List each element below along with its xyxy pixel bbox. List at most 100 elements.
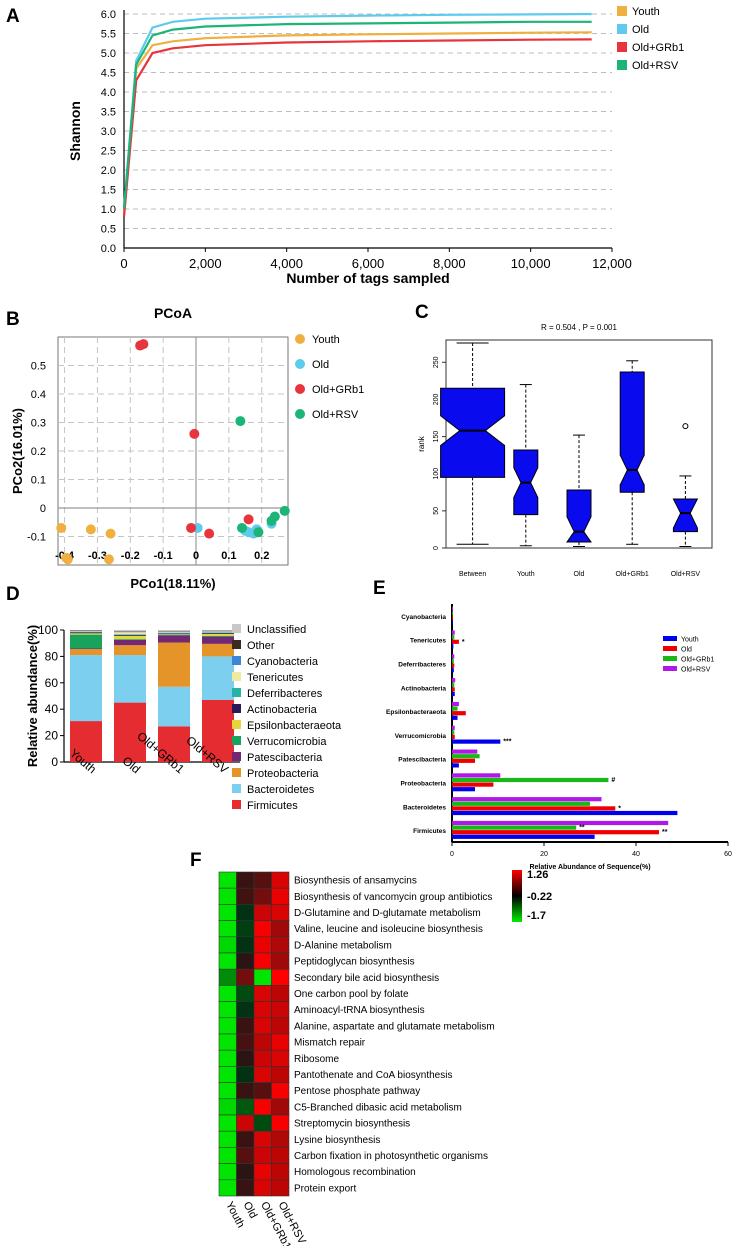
heatmap-cell-old-rsv	[272, 1164, 290, 1180]
y-tick-label: 2.5	[101, 146, 116, 158]
legend-label-proteobacteria: Proteobacteria	[247, 768, 319, 780]
bar-segment-proteobacteria	[114, 645, 146, 655]
bar-old-proteobacteria	[452, 783, 493, 787]
panel-letter-b: B	[6, 309, 20, 330]
legend-swatch-unclassified	[232, 624, 241, 633]
bar-old-rsv-proteobacteria	[452, 773, 500, 777]
heatmap-cell-old	[237, 1002, 255, 1018]
legend-swatch-old	[663, 646, 677, 651]
bar-segment-epsilonbacteraeota	[202, 634, 234, 636]
panel-letter-d: D	[6, 584, 20, 605]
heatmap-cell-old	[237, 1099, 255, 1115]
heatmap-cell-youth	[219, 1115, 237, 1131]
series-line-old-grb1	[124, 39, 592, 216]
bar-old-grb1-actinobacteria	[452, 683, 454, 687]
heatmap-cell-youth	[219, 1034, 237, 1050]
heatmap-cell-old-grb1	[254, 1083, 272, 1099]
row-label: D-Glutamine and D-glutamate metabolism	[294, 908, 481, 919]
heatmap-cell-old-grb1	[254, 1147, 272, 1163]
heatmap-cell-youth	[219, 985, 237, 1001]
bar-segment-other	[70, 630, 102, 631]
y-tick-label: 200	[433, 393, 440, 405]
bar-youth-actinobacteria	[452, 692, 455, 696]
x-tick-label: -0.2	[121, 550, 140, 562]
legend-swatch-tenericutes	[232, 672, 241, 681]
x-axis-title: PCo1(18.11%)	[130, 576, 215, 591]
row-label: Ribosome	[294, 1054, 339, 1065]
y-tick-label: 1.0	[101, 204, 116, 216]
bar-segment-patescibacteria	[158, 635, 190, 642]
row-label: One carbon pool by folate	[294, 989, 409, 1000]
point-youth	[56, 523, 66, 533]
significance-marker: ***	[503, 739, 511, 746]
legend-label-actinobacteria: Actinobacteria	[247, 704, 318, 716]
bar-segment-proteobacteria	[158, 643, 190, 687]
heatmap-cell-youth	[219, 1180, 237, 1196]
y-tick-label: 0.4	[31, 389, 46, 401]
heatmap-cell-old-grb1	[254, 921, 272, 937]
y-tick-label: 4.0	[101, 87, 116, 99]
series-line-old-rsv	[124, 22, 592, 209]
bar-old-grb1-deferribacteres	[452, 659, 454, 663]
heatmap-cell-youth	[219, 1050, 237, 1066]
row-label: Alanine, aspartate and glutamate metabol…	[294, 1021, 495, 1032]
legend-swatch-youth	[663, 636, 677, 641]
legend-swatch-old-rsv	[617, 60, 627, 70]
heatmap-cell-youth	[219, 969, 237, 985]
colorbar-label: -0.22	[527, 891, 552, 903]
y-tick-label: 40	[45, 702, 59, 716]
bar-old-rsv-verrucomicrobia	[452, 726, 455, 730]
bar-youth-tenericutes	[452, 644, 453, 648]
bar-segment-patescibacteria	[114, 640, 146, 645]
x-tick-label: 0.2	[254, 550, 269, 562]
heatmap-cell-old-grb1	[254, 1050, 272, 1066]
heatmap-cell-old	[237, 1034, 255, 1050]
legend-label-unclassified: Unclassified	[247, 624, 306, 636]
heatmap-cell-old-grb1	[254, 1018, 272, 1034]
series-line-youth	[124, 32, 592, 213]
legend-label-old-grb1: Old+GRb1	[312, 384, 364, 396]
y-tick-label: Verrucomicrobia	[395, 733, 447, 740]
legend-label-deferribacteres: Deferribacteres	[247, 688, 323, 700]
y-axis-title: Relative abundance(%)	[25, 625, 40, 767]
legend-swatch-old-rsv	[295, 409, 305, 419]
significance-marker: **	[579, 825, 585, 832]
point-youth	[104, 554, 114, 564]
legend-swatch-youth	[617, 6, 627, 16]
x-tick-label: 40	[632, 851, 640, 858]
bar-old-rsv-epsilonbacteraeota	[452, 702, 459, 706]
y-tick-label: 0.5	[101, 224, 116, 236]
chart-title: R = 0.504 , P = 0.001	[541, 323, 617, 332]
x-tick-label: 0	[450, 851, 454, 858]
bar-segment-tenericutes	[70, 631, 102, 632]
bar-segment-unclassified	[158, 630, 190, 632]
bar-old-deferribacteres	[452, 664, 454, 668]
y-tick-label: 0	[40, 503, 46, 515]
y-tick-label: 0	[51, 755, 58, 769]
x-tick-label: 0	[193, 550, 199, 562]
y-tick-label: 20	[45, 729, 59, 743]
heatmap-cell-youth	[219, 1131, 237, 1147]
bar-old-rsv-actinobacteria	[452, 678, 455, 682]
row-label: Biosynthesis of vancomycin group antibio…	[294, 892, 492, 903]
legend-label-old: Old	[312, 359, 329, 371]
heatmap-cell-old-rsv	[272, 1034, 290, 1050]
y-tick-label: 3.0	[101, 126, 116, 138]
y-axis-title: rank	[417, 435, 426, 452]
bar-segment-actinobacteria	[158, 634, 190, 635]
x-tick-label: 0.1	[221, 550, 236, 562]
point-old-rsv	[280, 506, 290, 516]
y-tick-label: -0.1	[27, 532, 46, 544]
significance-marker: #	[611, 777, 615, 784]
heatmap-cell-old	[237, 921, 255, 937]
legend-swatch-deferribacteres	[232, 688, 241, 697]
bar-segment-epsilonbacteraeota	[114, 636, 146, 639]
x-tick-label: Old+RSV	[671, 571, 701, 578]
bar-old-grb1-cyanobacteria	[452, 611, 453, 615]
y-tick-label: 100	[433, 468, 440, 480]
x-tick-label: 60	[724, 851, 732, 858]
bar-segment-unclassified	[114, 630, 146, 631]
heatmap-cell-old-grb1	[254, 1115, 272, 1131]
heatmap-cell-old	[237, 969, 255, 985]
